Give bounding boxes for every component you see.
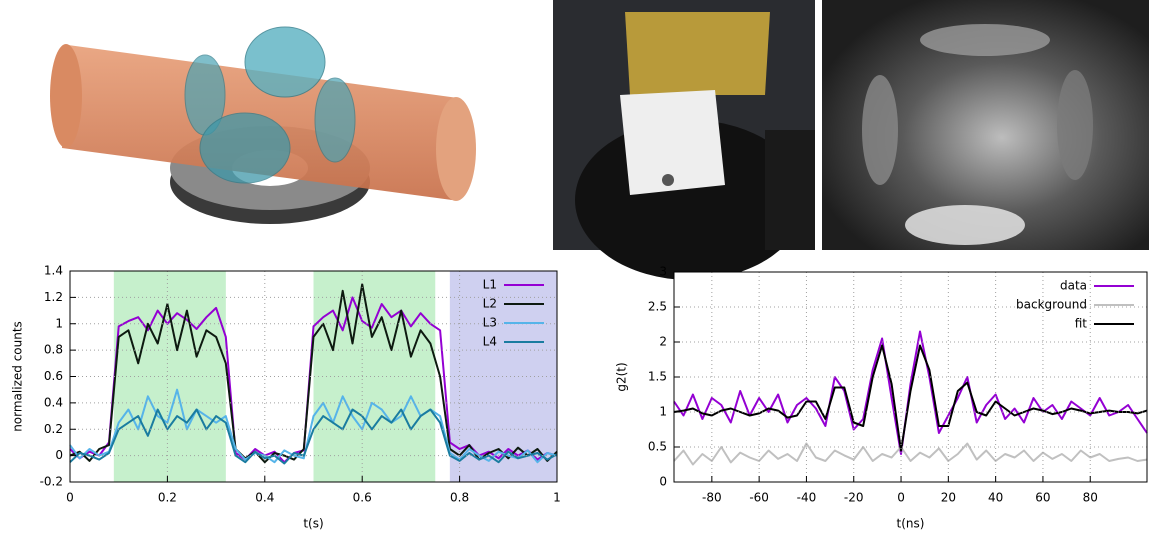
- shaded-region: [449, 271, 557, 482]
- mount: [765, 130, 815, 250]
- legend-label: L3: [483, 316, 497, 330]
- x-tick-label: 60: [1035, 491, 1050, 505]
- photo-cavity: [822, 0, 1149, 250]
- lens: [314, 77, 356, 163]
- y-tick-label: 1: [55, 316, 63, 330]
- series-line: [673, 344, 1148, 452]
- photo-device: [553, 0, 815, 280]
- holder: [620, 90, 725, 195]
- lens: [1057, 70, 1093, 180]
- y-tick-label: 2: [659, 335, 667, 349]
- x-tick-label: 80: [1083, 491, 1098, 505]
- legend-label: L4: [483, 335, 497, 349]
- x-tick-label: 1: [553, 491, 561, 505]
- series-line: [69, 296, 558, 464]
- lens: [905, 205, 1025, 245]
- x-tick-label: 0: [897, 491, 905, 505]
- series-line: [69, 388, 558, 464]
- y-tick-label: 0: [659, 475, 667, 489]
- y-tick-label: 0.6: [44, 369, 63, 383]
- beam-end: [436, 97, 476, 201]
- plot-frame: [69, 270, 558, 483]
- plot-frame: [673, 271, 1148, 483]
- y-tick-label: 1: [659, 405, 667, 419]
- screw: [662, 174, 674, 186]
- lens: [862, 75, 898, 185]
- series-line: [69, 283, 558, 464]
- x-tick-label: 20: [941, 491, 956, 505]
- series-line: [673, 442, 1148, 466]
- x-tick-label: 0.4: [255, 491, 274, 505]
- y-tick-label: 2.5: [648, 300, 667, 314]
- y-tick-label: 0.8: [44, 343, 63, 357]
- legend-label: data: [1060, 279, 1087, 293]
- y-tick-label: 0.4: [44, 395, 63, 409]
- y-tick-label: 1.2: [44, 290, 63, 304]
- x-tick-label: 40: [988, 491, 1003, 505]
- chip: [625, 12, 770, 95]
- y-tick-label: -0.2: [40, 475, 63, 489]
- x-tick-label: 0.2: [158, 491, 177, 505]
- y-tick-label: 1.5: [648, 370, 667, 384]
- x-tick-label: -60: [749, 491, 769, 505]
- x-axis-label: t(s): [303, 517, 323, 531]
- y-tick-label: 0.2: [44, 422, 63, 436]
- x-tick-label: -80: [702, 491, 722, 505]
- legend-label: fit: [1075, 317, 1088, 331]
- series-line: [673, 330, 1148, 455]
- y-tick-label: 0: [55, 448, 63, 462]
- x-tick-label: 0: [66, 491, 74, 505]
- chart-g2: 0 0.5 1 1.5 2 2.5 3 -80 -60 -40 -20 0 20 40 60 80 t(ns) g…: [615, 265, 1148, 531]
- x-axis-label: t(ns): [897, 517, 925, 531]
- lens: [199, 112, 291, 184]
- x-tick-label: -40: [797, 491, 817, 505]
- x-tick-label: 0.8: [450, 491, 469, 505]
- legend-label: L2: [483, 297, 497, 311]
- y-axis-label: normalized counts: [11, 321, 25, 432]
- y-tick-label: 3: [659, 265, 667, 279]
- y-tick-label: 0.5: [648, 440, 667, 454]
- lens: [920, 24, 1050, 56]
- x-tick-label: 0.6: [353, 491, 372, 505]
- legend-label: background: [1016, 298, 1087, 312]
- legend-label: L1: [483, 278, 497, 292]
- y-tick-label: 1.4: [44, 264, 63, 278]
- beam-end: [50, 44, 82, 148]
- x-tick-label: -20: [844, 491, 864, 505]
- y-axis-label: g2(t): [615, 362, 629, 391]
- chart-counts: -0.200.20.40.60.811.21.40 0.2 0.4 0.6 0.8 1t(…: [11, 264, 561, 531]
- series-line: [69, 408, 558, 465]
- shaded-region: [113, 271, 226, 482]
- render: [50, 26, 476, 224]
- lens: [244, 26, 326, 98]
